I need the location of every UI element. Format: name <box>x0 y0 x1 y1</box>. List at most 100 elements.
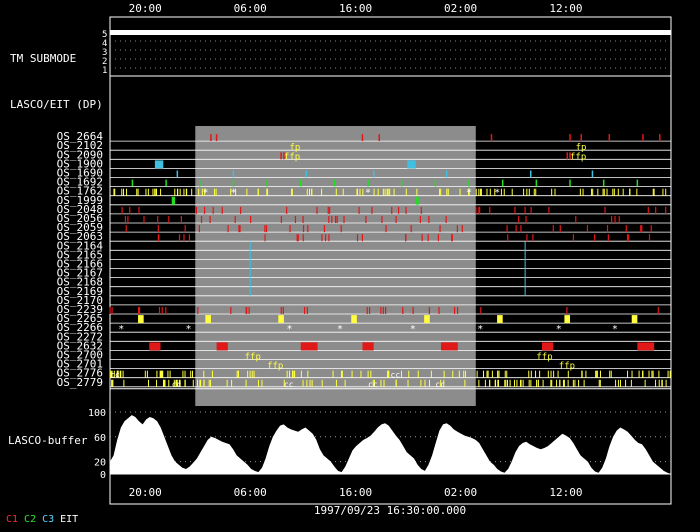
row-label: OS_2170 <box>57 294 103 307</box>
row-event-block <box>300 342 318 351</box>
row-event-block <box>278 315 284 324</box>
dp-label: LASCO/EIT (DP) <box>10 98 103 111</box>
row-event-block <box>138 315 144 324</box>
submode-level: 1 <box>102 66 107 76</box>
star-marker: * <box>365 188 371 199</box>
row-label: OS_2164 <box>57 239 104 252</box>
row-label: OS_2056 <box>57 212 103 225</box>
star-marker: * <box>186 324 192 335</box>
row-event-block <box>637 342 655 351</box>
top-time-tick: 06:00 <box>234 2 267 15</box>
legend-item: C3 <box>42 514 55 525</box>
star-marker: * <box>556 324 562 335</box>
cc-marker: cc <box>391 371 401 380</box>
row-label: OS_2169 <box>57 285 103 298</box>
buffer-area <box>110 415 671 474</box>
row-label: OS_2090 <box>57 148 103 161</box>
row-event-block <box>541 342 554 351</box>
plot-frame <box>109 16 672 505</box>
star-marker: * <box>612 324 618 335</box>
row-label: OS_2701 <box>57 358 103 371</box>
row-label: OS_2166 <box>57 258 103 271</box>
bottom-time-tick: 06:00 <box>234 486 267 499</box>
row-event-block <box>564 315 571 324</box>
row-label: OS_2239 <box>57 303 103 316</box>
row-event-block <box>205 315 211 324</box>
submode-level: 2 <box>102 57 107 67</box>
row-label: OS_2700 <box>57 349 103 362</box>
buffer-tick: 0 <box>100 470 106 481</box>
row-label: OS_2063 <box>57 230 103 243</box>
row-event-block <box>216 342 228 351</box>
ffp-marker: ffp <box>559 362 575 372</box>
row-event-block <box>149 342 161 351</box>
star-marker: * <box>466 188 472 199</box>
star-marker: * <box>337 324 343 335</box>
row-label: OS_2059 <box>57 221 103 234</box>
ffp-marker: ffp <box>267 362 283 372</box>
row-label: OS_1690 <box>57 167 103 180</box>
buffer-tick: 20 <box>94 458 106 469</box>
row-label: OS_2048 <box>57 203 103 216</box>
row-label: OS_2632 <box>57 339 103 352</box>
row-event-block <box>362 342 374 351</box>
submode-level: 5 <box>102 30 107 40</box>
row-label: OS_2779 <box>57 376 103 389</box>
row-event-block <box>631 315 638 324</box>
star-marker: * <box>230 188 236 199</box>
top-time-tick: 20:00 <box>129 2 162 15</box>
ffp-marker: ffp <box>570 152 586 162</box>
row-label: OS_1692 <box>57 176 103 189</box>
row-label: OS_2168 <box>57 276 103 289</box>
buffer-label: LASCO-buffer <box>8 434 88 447</box>
star-marker: * <box>287 324 293 335</box>
submode-level: 3 <box>102 48 107 58</box>
row-event-block <box>351 315 357 324</box>
legend-item: C2 <box>24 514 37 525</box>
star-marker: * <box>494 188 500 199</box>
bottom-time-tick: 12:00 <box>549 486 582 499</box>
ffp-marker: fp <box>290 143 301 153</box>
buffer-tick: 100 <box>88 408 106 419</box>
star-marker: * <box>118 324 124 335</box>
cc-marker: cc <box>172 380 182 389</box>
cc-marker: cc <box>368 380 378 389</box>
star-marker: * <box>202 188 208 199</box>
row-label: OS_2776 <box>57 367 103 380</box>
submode-label: TM SUBMODE <box>10 52 76 65</box>
star-marker: * <box>410 324 416 335</box>
row-label: OS_2664 <box>57 130 104 143</box>
bottom-time-tick: 16:00 <box>339 486 372 499</box>
row-label: OS_2266 <box>57 321 103 334</box>
row-event-block <box>154 160 164 169</box>
cc-marker: cc <box>284 380 294 389</box>
row-event-block <box>497 315 503 324</box>
legend: C1 C2 C3 EIT <box>6 514 84 525</box>
row-event-block <box>440 342 458 351</box>
legend-item: C1 <box>6 514 19 525</box>
timestamp-label: 1997/09/23 16:30:00.000 <box>314 504 466 517</box>
row-label: OS_2265 <box>57 312 103 325</box>
row-label: OS_1762 <box>57 185 103 198</box>
submode-level: 4 <box>102 39 107 49</box>
row-label: OS_1900 <box>57 157 103 170</box>
ffp-marker: ffp <box>536 353 552 363</box>
row-event-block <box>407 160 416 169</box>
top-time-tick: 02:00 <box>444 2 477 15</box>
bottom-time-tick: 20:00 <box>129 486 162 499</box>
cc-marker: cc <box>435 380 445 389</box>
star-marker: * <box>477 324 483 335</box>
row-label: OS_2167 <box>57 267 103 280</box>
row-label: OS_2102 <box>57 139 103 152</box>
ffp-marker: fp <box>576 143 587 153</box>
row-label: OS_1999 <box>57 194 103 207</box>
top-time-tick: 16:00 <box>339 2 372 15</box>
submode-bar <box>110 30 671 35</box>
buffer-tick: 60 <box>94 433 106 444</box>
row-event-block <box>415 196 419 205</box>
row-event-block <box>424 315 430 324</box>
bottom-time-tick: 02:00 <box>444 486 477 499</box>
top-time-tick: 12:00 <box>549 2 582 15</box>
row-event-block <box>171 196 176 205</box>
